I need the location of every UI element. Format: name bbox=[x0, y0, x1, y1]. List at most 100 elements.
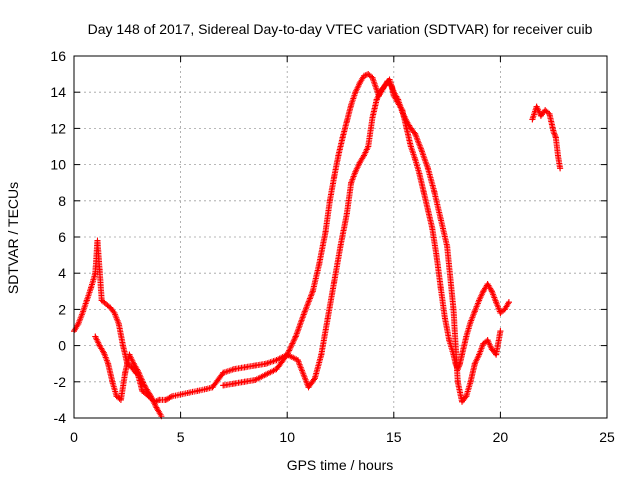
data-point bbox=[130, 360, 137, 367]
data-point bbox=[75, 320, 82, 327]
data-point bbox=[96, 266, 103, 273]
y-tick-label: -2 bbox=[54, 374, 67, 390]
data-point bbox=[501, 306, 508, 313]
data-point bbox=[109, 378, 116, 385]
data-point bbox=[431, 188, 438, 195]
data-point bbox=[505, 299, 512, 306]
data-point bbox=[169, 393, 176, 400]
data-point bbox=[480, 288, 487, 295]
data-point bbox=[100, 349, 107, 356]
data-point bbox=[92, 270, 99, 277]
data-point bbox=[348, 179, 355, 186]
data-point bbox=[360, 152, 367, 159]
data-point bbox=[220, 382, 227, 389]
x-tick-label: 15 bbox=[386, 429, 402, 445]
series-markers bbox=[92, 76, 504, 418]
data-point bbox=[484, 337, 491, 344]
data-point bbox=[437, 215, 444, 222]
data-point bbox=[113, 393, 120, 400]
data-point bbox=[88, 284, 95, 291]
data-point bbox=[365, 71, 372, 78]
x-tick-label: 0 bbox=[70, 429, 78, 445]
x-tick-label: 10 bbox=[279, 429, 295, 445]
data-point bbox=[324, 315, 331, 322]
data-point bbox=[373, 96, 380, 103]
data-point bbox=[356, 80, 363, 87]
y-tick-label: 16 bbox=[50, 48, 66, 64]
data-point bbox=[493, 351, 500, 358]
data-point bbox=[230, 380, 237, 387]
data-point bbox=[444, 243, 451, 250]
y-tick-label: 14 bbox=[50, 84, 66, 100]
data-point bbox=[546, 110, 553, 117]
y-tick-label: 2 bbox=[58, 301, 66, 317]
data-point bbox=[115, 320, 122, 327]
data-point bbox=[471, 308, 478, 315]
data-point bbox=[542, 107, 549, 114]
data-point bbox=[311, 375, 318, 382]
data-point bbox=[343, 118, 350, 125]
data-point bbox=[463, 393, 470, 400]
data-point bbox=[378, 87, 385, 94]
data-point bbox=[352, 168, 359, 175]
data-point bbox=[94, 237, 101, 244]
data-point bbox=[424, 206, 431, 213]
data-point bbox=[450, 306, 457, 313]
data-point bbox=[356, 159, 363, 166]
data-point bbox=[352, 89, 359, 96]
data-point bbox=[454, 378, 461, 385]
data-point bbox=[416, 170, 423, 177]
data-point bbox=[102, 300, 109, 307]
data-point bbox=[284, 351, 291, 358]
data-point bbox=[322, 228, 329, 235]
y-tick-label: 6 bbox=[58, 229, 66, 245]
data-point bbox=[316, 261, 323, 268]
data-point bbox=[360, 72, 367, 79]
x-tick-label: 20 bbox=[493, 429, 509, 445]
data-point bbox=[467, 378, 474, 385]
data-point bbox=[194, 387, 201, 394]
y-tick-label: 10 bbox=[50, 157, 66, 173]
data-point bbox=[403, 118, 410, 125]
data-point bbox=[433, 252, 440, 259]
data-point bbox=[241, 364, 248, 371]
data-point bbox=[459, 351, 466, 358]
data-point bbox=[122, 369, 129, 376]
y-tick-labels: -4 -2 0 2 4 6 8 10 12 14 16 bbox=[50, 48, 66, 426]
data-point bbox=[318, 351, 325, 358]
y-tick-label: 4 bbox=[58, 265, 66, 281]
y-tick-label: 12 bbox=[50, 120, 66, 136]
data-point bbox=[493, 299, 500, 306]
data-point bbox=[497, 328, 504, 335]
data-point bbox=[241, 378, 248, 385]
data-point bbox=[262, 371, 269, 378]
plot-frame bbox=[73, 55, 608, 419]
data-point bbox=[79, 310, 86, 317]
data-point bbox=[141, 382, 148, 389]
data-point bbox=[96, 342, 103, 349]
data-point bbox=[412, 156, 419, 163]
chart-title: Day 148 of 2017, Sidereal Day-to-day VTE… bbox=[88, 21, 593, 37]
series-late-segment bbox=[529, 103, 564, 172]
data-point bbox=[335, 152, 342, 159]
y-tick-label: -4 bbox=[54, 410, 67, 426]
x-tick-label: 5 bbox=[177, 429, 185, 445]
data-point bbox=[230, 366, 237, 373]
data-point bbox=[418, 147, 425, 154]
data-point bbox=[262, 360, 269, 367]
data-point bbox=[463, 333, 470, 340]
data-point bbox=[83, 297, 90, 304]
data-point bbox=[467, 319, 474, 326]
data-point bbox=[441, 315, 448, 322]
data-point bbox=[537, 112, 544, 119]
data-point bbox=[386, 76, 393, 83]
data-point bbox=[459, 398, 466, 405]
data-point bbox=[554, 152, 561, 159]
data-point bbox=[111, 310, 118, 317]
data-point bbox=[331, 279, 338, 286]
data-point bbox=[348, 101, 355, 108]
data-point bbox=[369, 74, 376, 81]
data-point bbox=[424, 165, 431, 172]
data-point bbox=[446, 337, 453, 344]
data-point bbox=[203, 386, 210, 393]
